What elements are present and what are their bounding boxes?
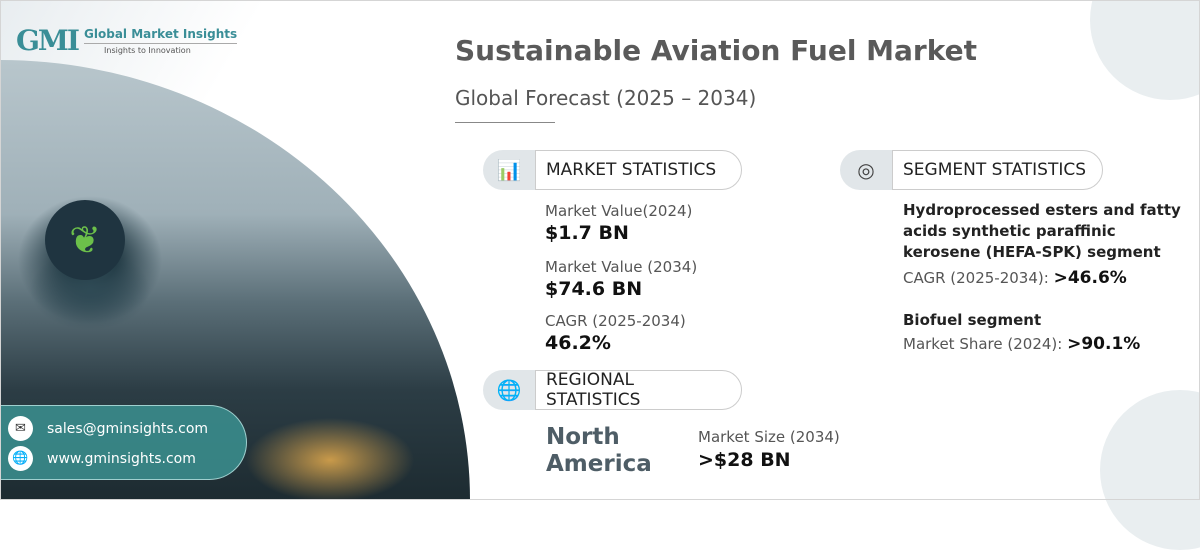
- stat-value: $74.6 BN: [545, 278, 643, 300]
- logo-tagline: Insights to Innovation: [84, 42, 238, 55]
- website-link[interactable]: 🌐 www.gminsights.com: [8, 446, 196, 471]
- segment-statistics-header: ◎ SEGMENT STATISTICS: [840, 150, 1103, 190]
- segment-name: Hydroprocessed esters and fatty acids sy…: [903, 200, 1181, 263]
- envelope-icon: ✉: [8, 416, 33, 441]
- stat-label: Market Value(2024): [545, 202, 693, 220]
- market-statistics-header: 📊 MARKET STATISTICS: [483, 150, 742, 190]
- stat-value: $1.7 BN: [545, 222, 629, 244]
- page-subtitle: Global Forecast (2025 – 2034): [455, 86, 757, 110]
- logo-mark: GMI: [16, 24, 80, 57]
- segment-name-line: Hydroprocessed esters and fatty: [903, 201, 1181, 219]
- email-text[interactable]: sales@gminsights.com: [47, 420, 209, 437]
- stat-value: >$28 BN: [698, 449, 791, 471]
- page-title: Sustainable Aviation Fuel Market: [455, 34, 977, 67]
- region-name: North America: [546, 424, 652, 478]
- section-heading: SEGMENT STATISTICS: [892, 150, 1103, 190]
- segment-name-line: kerosene (HEFA-SPK) segment: [903, 243, 1161, 261]
- stat-label: Market Value (2034): [545, 258, 698, 276]
- regional-statistics-header: 🌐 REGIONAL STATISTICS: [483, 370, 742, 410]
- section-heading: MARKET STATISTICS: [535, 150, 742, 190]
- globe-icon: 🌐: [483, 370, 535, 410]
- frame-border: [0, 0, 1200, 500]
- segment-share: Market Share (2024): >90.1%: [903, 334, 1140, 354]
- segment-name: Biofuel segment: [903, 311, 1042, 329]
- divider: [455, 122, 555, 123]
- website-text[interactable]: www.gminsights.com: [47, 450, 196, 467]
- stat-label: CAGR (2025-2034):: [903, 269, 1049, 287]
- stat-label: Market Share (2024):: [903, 335, 1063, 353]
- logo: GMI Global Market Insights Insights to I…: [16, 24, 238, 57]
- stat-value: >46.6%: [1053, 268, 1127, 288]
- segment-cagr: CAGR (2025-2034): >46.6%: [903, 268, 1127, 288]
- segment-name-line: acids synthetic paraffinic: [903, 222, 1116, 240]
- target-chart-icon: ◎: [840, 150, 892, 190]
- section-heading: REGIONAL STATISTICS: [535, 370, 742, 410]
- region-name-line: America: [546, 451, 652, 477]
- email-link[interactable]: ✉ sales@gminsights.com: [8, 416, 208, 441]
- stat-value: >90.1%: [1067, 334, 1141, 354]
- region-name-line: North: [546, 424, 620, 450]
- globe-icon: 🌐: [8, 446, 33, 471]
- leaf-icon: ❦: [45, 200, 125, 280]
- chart-globe-icon: 📊: [483, 150, 535, 190]
- contact-box: ✉ sales@gminsights.com 🌐 www.gminsights.co…: [0, 405, 247, 480]
- stat-label: CAGR (2025-2034): [545, 312, 686, 330]
- stat-label: Market Size (2034): [698, 428, 840, 446]
- logo-name: Global Market Insights: [84, 26, 238, 41]
- stat-value: 46.2%: [545, 332, 611, 354]
